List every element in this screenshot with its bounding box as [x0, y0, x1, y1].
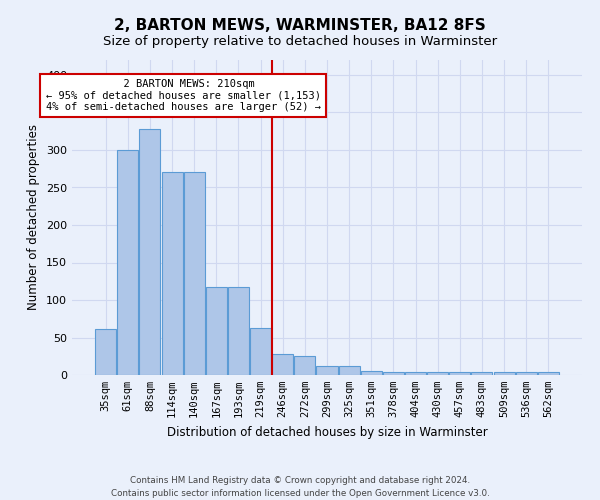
- Bar: [361, 371, 382, 375]
- Bar: [494, 372, 515, 375]
- Text: Size of property relative to detached houses in Warminster: Size of property relative to detached ho…: [103, 35, 497, 48]
- Text: 2, BARTON MEWS, WARMINSTER, BA12 8FS: 2, BARTON MEWS, WARMINSTER, BA12 8FS: [114, 18, 486, 32]
- Bar: [272, 354, 293, 375]
- X-axis label: Distribution of detached houses by size in Warminster: Distribution of detached houses by size …: [167, 426, 487, 438]
- Bar: [250, 328, 271, 375]
- Bar: [228, 286, 249, 375]
- Bar: [338, 366, 359, 375]
- Bar: [472, 372, 493, 375]
- Bar: [383, 372, 404, 375]
- Bar: [206, 286, 227, 375]
- Bar: [515, 372, 536, 375]
- Bar: [316, 366, 338, 375]
- Bar: [405, 372, 426, 375]
- Bar: [118, 150, 139, 375]
- Bar: [427, 372, 448, 375]
- Text: Contains HM Land Registry data © Crown copyright and database right 2024.
Contai: Contains HM Land Registry data © Crown c…: [110, 476, 490, 498]
- Bar: [184, 172, 205, 375]
- Bar: [295, 356, 316, 375]
- Text: 2 BARTON MEWS: 210sqm
← 95% of detached houses are smaller (1,153)
4% of semi-de: 2 BARTON MEWS: 210sqm ← 95% of detached …: [46, 78, 320, 112]
- Bar: [161, 172, 182, 375]
- Bar: [95, 328, 116, 375]
- Y-axis label: Number of detached properties: Number of detached properties: [28, 124, 40, 310]
- Bar: [449, 372, 470, 375]
- Bar: [538, 372, 559, 375]
- Bar: [139, 129, 160, 375]
